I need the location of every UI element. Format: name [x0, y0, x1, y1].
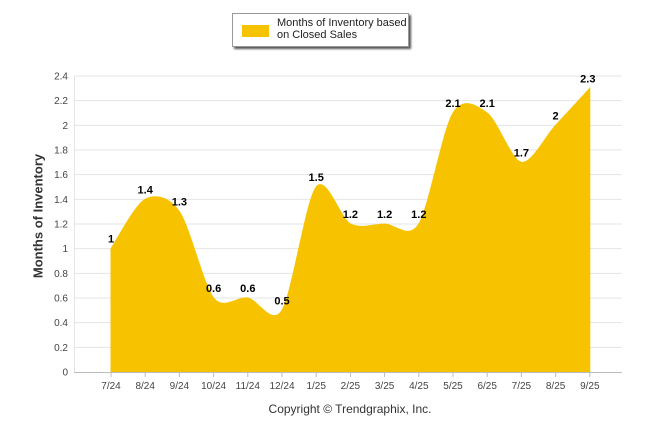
x-tick-label: 10/24 — [201, 381, 226, 392]
x-tick-label: 9/24 — [170, 381, 190, 392]
x-tick-label: 7/25 — [512, 381, 532, 392]
data-label: 1.3 — [172, 197, 187, 209]
data-label: 1 — [108, 234, 114, 246]
data-label: 1.4 — [138, 184, 154, 196]
data-label: 2.1 — [445, 98, 460, 110]
data-label: 2.1 — [480, 98, 495, 110]
x-tick-label: 7/24 — [101, 381, 121, 392]
data-label: 1.2 — [343, 209, 358, 221]
legend: Months of Inventory based on Closed Sale… — [232, 13, 409, 47]
area-series — [110, 87, 591, 373]
data-label: 1.5 — [309, 172, 324, 184]
y-tick-label: 0.8 — [54, 269, 68, 280]
x-tick-label: 9/25 — [580, 381, 600, 392]
x-tick-label: 6/25 — [477, 381, 497, 392]
data-label: 2 — [553, 110, 559, 122]
x-tick-label: 5/25 — [443, 381, 463, 392]
data-label: 0.5 — [274, 295, 289, 307]
data-label: 2.3 — [580, 73, 595, 85]
y-tick-label: 1.2 — [54, 220, 68, 231]
label-layer: 1 1.4 1.3 0.6 0.6 0.5 1.5 1.2 1.2 1.2 2.1 2.1 1.7 2 2.… — [108, 73, 596, 307]
y-tick-label: 1.8 — [54, 146, 68, 157]
x-tick-label: 12/24 — [269, 381, 294, 392]
y-tick-label: 0.4 — [54, 318, 68, 329]
y-tick-label: 0.6 — [54, 294, 68, 305]
x-tick-label: 1/25 — [306, 381, 326, 392]
legend-label: Months of Inventory based on Closed Sale… — [277, 17, 407, 41]
data-label: 0.6 — [240, 283, 255, 295]
x-tick-label: 3/25 — [375, 381, 395, 392]
axis-layer: 0 0.2 0.4 0.6 0.8 1 1.2 1.4 1.6 1.8 2 2.2 2.4 7/24 8/2… — [54, 72, 622, 392]
data-label: 1.2 — [377, 209, 392, 221]
x-tick-label: 8/24 — [135, 381, 155, 392]
x-tick-label: 2/25 — [341, 381, 361, 392]
area-layer — [110, 87, 591, 373]
y-tick-label: 1.6 — [54, 170, 68, 181]
x-tick-label: 11/24 — [236, 381, 261, 392]
data-label: 1.7 — [514, 147, 529, 159]
y-tick-label: 0.2 — [54, 343, 68, 354]
legend-swatch — [242, 25, 269, 37]
y-tick-label: 2.2 — [54, 96, 68, 107]
y-tick-label: 2 — [62, 121, 68, 132]
data-label: 0.6 — [206, 283, 221, 295]
y-tick-label: 1 — [62, 244, 68, 255]
copyright-text: Copyright © Trendgraphix, Inc. — [268, 402, 432, 416]
y-tick-label: 0 — [62, 368, 68, 379]
y-tick-label: 2.4 — [54, 72, 68, 83]
x-tick-label: 4/25 — [409, 381, 429, 392]
data-label: 1.2 — [411, 209, 426, 221]
x-tick-label: 8/25 — [546, 381, 566, 392]
y-tick-label: 1.4 — [54, 195, 68, 206]
